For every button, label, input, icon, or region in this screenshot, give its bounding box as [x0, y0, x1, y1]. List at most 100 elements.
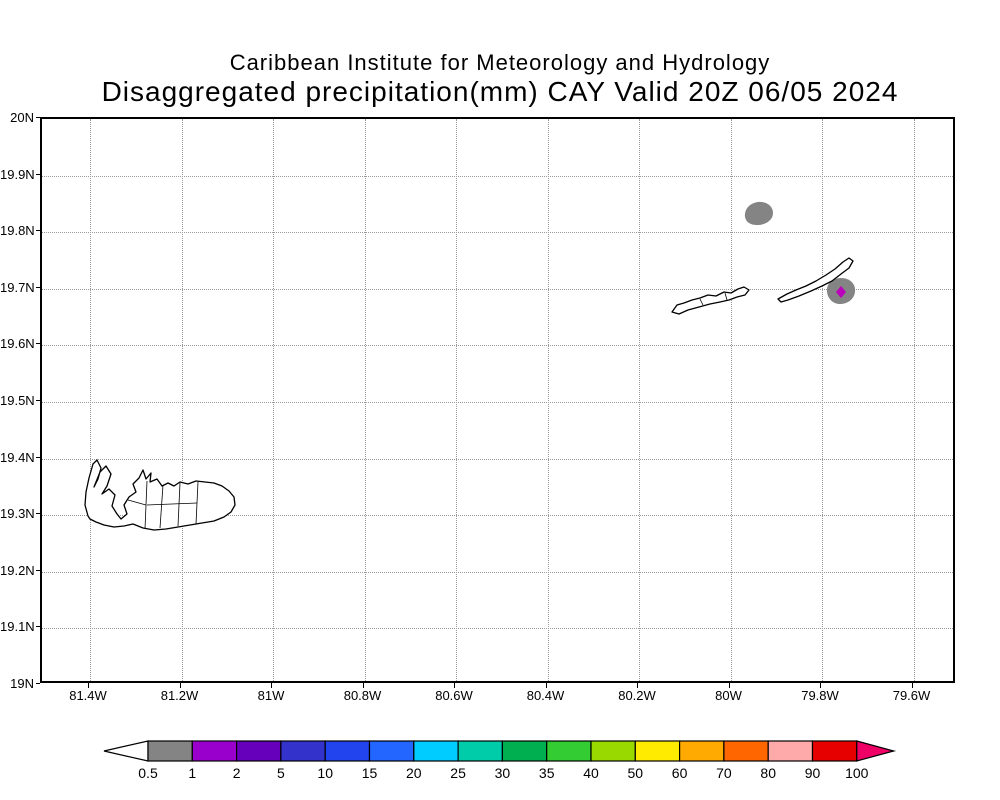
colorbar-left-arrow	[103, 740, 149, 762]
y-tickmark	[36, 400, 40, 401]
colorbar-tick-label: 50	[628, 765, 644, 781]
x-tickmark	[179, 683, 181, 688]
gridline-lat	[42, 232, 953, 234]
gridline-lat	[42, 288, 953, 290]
colorbar-tick-label: 10	[317, 765, 333, 781]
x-tickmark	[911, 683, 913, 688]
y-tickmark	[36, 513, 40, 515]
cayman-brac-fill	[778, 258, 853, 302]
x-tickmark	[88, 683, 89, 688]
cayman-brac-outline	[777, 257, 854, 303]
colorbar-segment	[368, 740, 415, 762]
colorbar-segment	[767, 740, 814, 762]
y-tickmark	[36, 456, 40, 458]
colorbar-segment	[324, 740, 371, 762]
colorbar-segment	[501, 740, 548, 762]
colorbar-segment	[546, 740, 592, 762]
colorbar-segment	[457, 740, 504, 762]
colorbar-segment	[413, 740, 459, 762]
colorbar-tick-label: 60	[672, 765, 688, 781]
grand-cayman-fill	[85, 460, 235, 530]
gridline-lon	[730, 119, 732, 681]
colorbar-segment	[678, 740, 725, 762]
y-axis-tick-label: 20N	[10, 110, 34, 125]
colorbar-tick-label: 15	[362, 765, 378, 781]
x-axis-tick-label: 80.4W	[526, 688, 565, 703]
y-axis-tick-label: 19.5N	[0, 393, 35, 408]
map-plot-area	[40, 117, 955, 683]
gridline-lat	[42, 458, 953, 460]
x-axis-tick-label: 80W	[715, 688, 742, 703]
x-tickmark	[362, 683, 364, 688]
y-axis-tick-label: 19.1N	[0, 619, 35, 635]
gridline-lon	[547, 119, 549, 681]
x-tickmark	[728, 683, 730, 688]
colorbar-right-arrow	[856, 740, 897, 762]
y-tickmark	[36, 117, 40, 118]
colorbar-tick-label: 1	[188, 765, 196, 781]
y-tickmark	[36, 286, 40, 288]
precip-cell-marker	[836, 286, 846, 298]
grand-cayman-outline	[84, 459, 236, 531]
x-tickmark	[454, 683, 455, 688]
y-axis-tick-label: 19.7N	[0, 279, 35, 295]
gridline-lat	[42, 402, 953, 403]
x-axis-tick-label: 80.8W	[343, 688, 382, 703]
y-tickmark	[36, 683, 40, 684]
gridline-lon	[913, 119, 915, 681]
precip-blob-north	[744, 201, 773, 225]
colorbar-tick-label: 5	[277, 765, 285, 781]
precip-colorbar: 0.5 1 2 5 10 15 20 25 30 35 40 50 60 70 80 90 100	[103, 740, 897, 781]
colorbar-segment	[236, 740, 282, 762]
colorbar-segment	[590, 740, 636, 762]
gridline-lon	[639, 119, 640, 681]
gridline-lat	[42, 571, 953, 573]
island-fill-group	[85, 258, 853, 530]
x-axis-tick-label: 81.4W	[69, 688, 107, 703]
gridline-lon	[90, 119, 91, 681]
chart-title-product: Disaggregated precipitation(mm) CAY Vali…	[101, 76, 899, 107]
y-tickmark	[36, 230, 40, 232]
colorbar-segment	[147, 740, 193, 762]
x-axis-tick-label: 81.2W	[160, 688, 199, 703]
gridline-lon	[456, 119, 457, 681]
x-axis-tick-label: 79.8W	[801, 688, 839, 703]
y-axis-tick-label: 19.4N	[0, 449, 35, 465]
x-axis-tick-label: 80.2W	[618, 688, 656, 703]
colorbar-tick-label: 20	[406, 765, 422, 781]
colorbar-tick-label: 70	[716, 765, 732, 781]
gridline-lon	[181, 119, 183, 681]
x-axis-tick-label: 79.6W	[892, 688, 931, 703]
y-axis-tick-label: 19.8N	[0, 223, 35, 239]
x-axis-tick-label: 80.6W	[435, 688, 473, 703]
gridline-lon	[364, 119, 366, 681]
y-axis-tick-label: 19.9N	[0, 166, 35, 182]
colorbar-tick-label: 2	[233, 765, 241, 781]
little-cayman-outline	[671, 286, 750, 315]
y-tickmark	[36, 173, 40, 175]
colorbar-segment	[634, 740, 681, 762]
y-axis-tick-label: 19.3N	[0, 506, 35, 522]
y-axis-tick-label: 19.6N	[0, 336, 35, 352]
colorbar-tick-label: 80	[760, 765, 776, 781]
gridline-lat	[42, 628, 953, 630]
gridline-lat	[42, 175, 953, 177]
gridline-lat	[42, 345, 953, 347]
x-tickmark	[545, 683, 547, 688]
colorbar-segment	[723, 740, 769, 762]
y-axis-tick-label: 19.2N	[0, 562, 35, 578]
x-tickmark	[820, 683, 821, 688]
x-axis-tick-label: 81W	[257, 688, 285, 703]
chart-title-institute: Caribbean Institute for Meteorology and …	[229, 50, 771, 75]
gridline-lat	[42, 515, 953, 517]
colorbar-segment	[811, 740, 858, 762]
y-tickmark	[36, 569, 40, 571]
little-cayman-detail-line	[699, 292, 728, 306]
colorbar-segment	[280, 740, 326, 762]
island-outline-group	[84, 257, 854, 531]
x-tickmark	[637, 683, 638, 688]
colorbar-tick-label: 35	[539, 765, 555, 781]
little-cayman-fill	[672, 287, 749, 314]
grand-cayman-district-lines	[127, 480, 199, 530]
